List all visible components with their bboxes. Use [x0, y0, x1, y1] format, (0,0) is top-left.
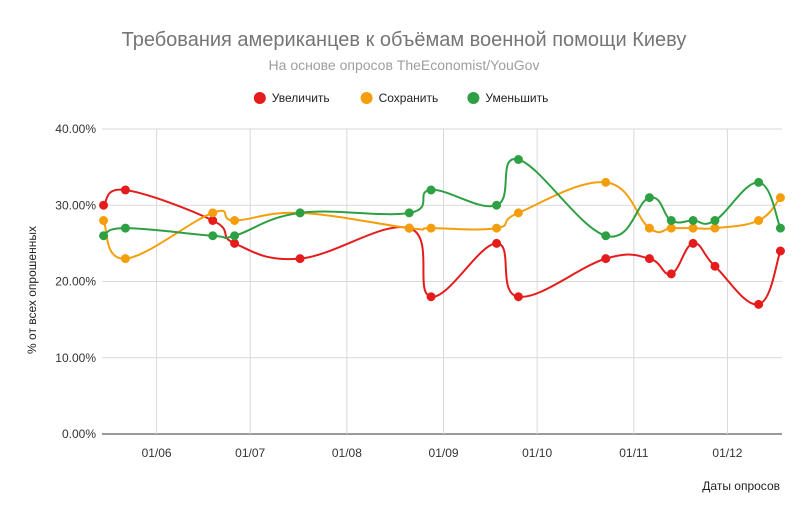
- series-line: [102, 181, 782, 260]
- data-point: [644, 254, 654, 264]
- data-point: [99, 231, 109, 241]
- data-point: [492, 238, 502, 248]
- data-point: [513, 292, 523, 302]
- data-point: [644, 223, 654, 233]
- x-tick-label: 01/07: [235, 446, 265, 460]
- data-point: [688, 223, 698, 233]
- data-point: [754, 299, 764, 309]
- legend-label: Уменьшить: [485, 91, 548, 105]
- data-point: [230, 238, 240, 248]
- data-point: [601, 231, 611, 241]
- legend-marker: [253, 92, 266, 104]
- legend-label: Сохранить: [379, 91, 439, 105]
- legend-marker: [467, 92, 480, 104]
- data-point: [99, 216, 109, 225]
- data-point: [775, 246, 785, 256]
- x-tick-label: 01/09: [429, 446, 459, 460]
- data-point: [513, 208, 523, 218]
- data-point: [666, 269, 676, 279]
- grid: [102, 128, 782, 435]
- data-point: [492, 200, 502, 210]
- chart-title: Требования американцев к объёмам военной…: [122, 29, 687, 51]
- x-tick-label: 01/10: [522, 446, 552, 460]
- data-point: [710, 261, 720, 271]
- data-point: [666, 223, 676, 233]
- x-tick-label: 01/12: [712, 446, 742, 460]
- series-line: [102, 188, 782, 306]
- data-point: [120, 223, 130, 233]
- data-point: [754, 216, 764, 225]
- data-point: [710, 216, 720, 225]
- data-point: [208, 216, 218, 225]
- data-point: [426, 223, 436, 233]
- y-tick-label: 0.00%: [62, 427, 96, 441]
- y-tick-label: 20.00%: [55, 275, 96, 289]
- data-point: [710, 223, 720, 233]
- data-point: [99, 200, 109, 210]
- series-points: [99, 155, 785, 309]
- chart-subtitle: На основе опросов TheEconomist/YouGov: [269, 57, 540, 73]
- series-lines: [102, 158, 782, 306]
- x-tick-label: 01/11: [619, 446, 648, 460]
- data-point: [426, 292, 436, 302]
- data-point: [120, 185, 130, 195]
- data-point: [404, 223, 414, 233]
- x-axis-title: Даты опросов: [702, 479, 780, 493]
- y-tick-label: 10.00%: [55, 351, 96, 365]
- data-point: [492, 223, 502, 233]
- data-point: [688, 238, 698, 248]
- data-point: [295, 208, 305, 218]
- data-point: [230, 216, 240, 225]
- y-tick-label: 40.00%: [55, 122, 96, 136]
- data-point: [601, 177, 611, 187]
- data-point: [513, 155, 523, 164]
- x-tick-label: 01/08: [332, 446, 362, 460]
- data-point: [775, 223, 785, 233]
- data-point: [666, 216, 676, 225]
- x-axis-ticks: 01/06 01/07 01/08 01/09 01/10 01/11 01/12: [142, 446, 743, 460]
- legend-marker: [360, 92, 373, 104]
- data-point: [775, 193, 785, 203]
- data-point: [295, 254, 305, 264]
- data-point: [230, 231, 240, 241]
- data-point: [208, 231, 218, 241]
- data-point: [426, 185, 436, 195]
- data-point: [754, 177, 764, 187]
- data-point: [644, 193, 654, 203]
- legend: Увеличить Сохранить Уменьшить: [253, 91, 548, 105]
- legend-label: Увеличить: [272, 91, 330, 105]
- data-point: [404, 208, 414, 218]
- data-point: [120, 254, 130, 264]
- x-tick-label: 01/06: [142, 446, 172, 460]
- y-axis-ticks: 0.00% 10.00% 20.00% 30.00% 40.00%: [55, 122, 96, 441]
- data-point: [208, 208, 218, 218]
- data-point: [688, 216, 698, 225]
- y-tick-label: 30.00%: [55, 198, 96, 212]
- data-point: [601, 254, 611, 264]
- series-line: [103, 158, 782, 240]
- y-axis-title: % от всех опрошенных: [25, 226, 39, 354]
